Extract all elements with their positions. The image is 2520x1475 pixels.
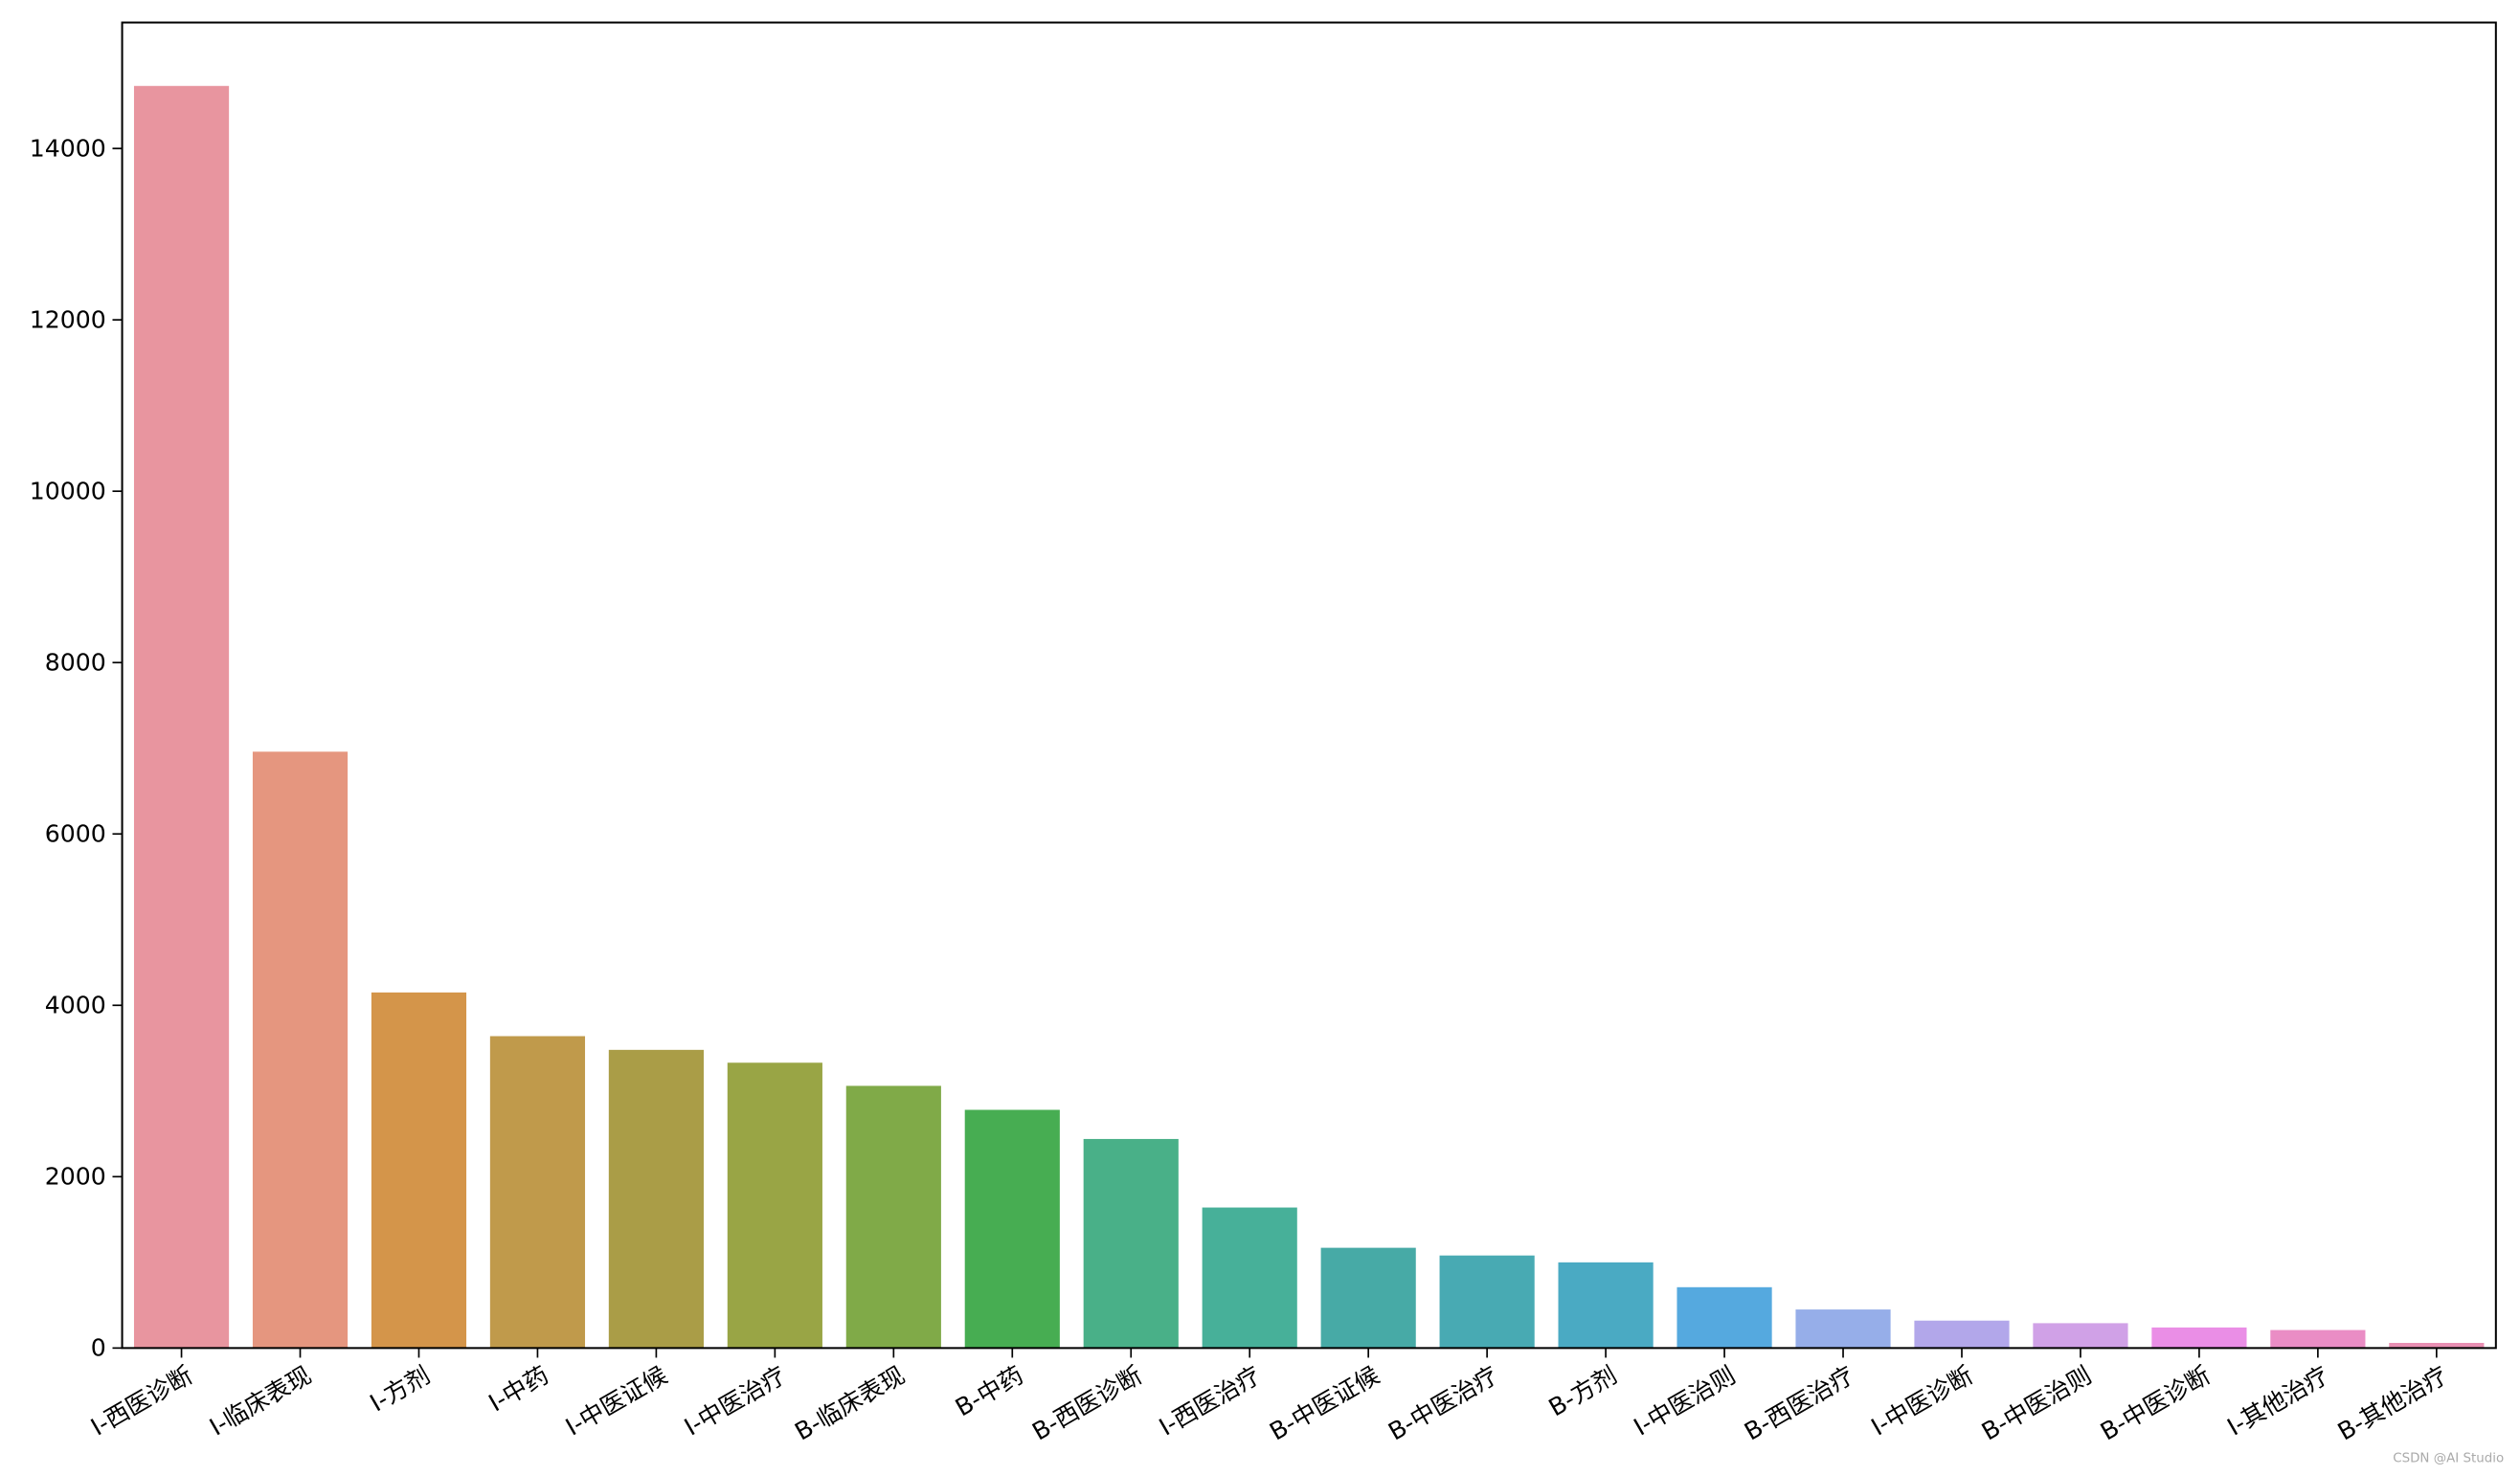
bar [2270, 1330, 2366, 1349]
bar [1914, 1320, 2010, 1349]
bar [845, 1085, 941, 1349]
y-tick-label: 8000 [45, 649, 106, 677]
bar [1795, 1309, 1891, 1349]
y-tick-label: 14000 [30, 135, 106, 163]
bar [727, 1062, 822, 1349]
bar [1320, 1247, 1416, 1349]
y-tick-label: 4000 [45, 992, 106, 1019]
bar [2033, 1323, 2128, 1349]
bar [2151, 1327, 2247, 1349]
y-tick-label: 10000 [30, 478, 106, 505]
bar [964, 1109, 1060, 1349]
bar [133, 85, 230, 1349]
y-tick-label: 12000 [30, 306, 106, 334]
bar [1439, 1255, 1535, 1349]
bar [489, 1036, 586, 1349]
y-tick-label: 0 [91, 1334, 106, 1362]
watermark: CSDN @AI Studio [2393, 1452, 2504, 1466]
bar [608, 1049, 704, 1349]
bar [1083, 1138, 1179, 1349]
plot-frame [121, 21, 2497, 1350]
bar [252, 751, 349, 1349]
y-tick-label: 2000 [45, 1163, 106, 1191]
bar [1676, 1286, 1772, 1349]
bar [2389, 1342, 2485, 1349]
y-tick-label: 6000 [45, 820, 106, 848]
bar [1558, 1262, 1654, 1349]
bar [371, 992, 467, 1349]
bar [1202, 1207, 1297, 1349]
